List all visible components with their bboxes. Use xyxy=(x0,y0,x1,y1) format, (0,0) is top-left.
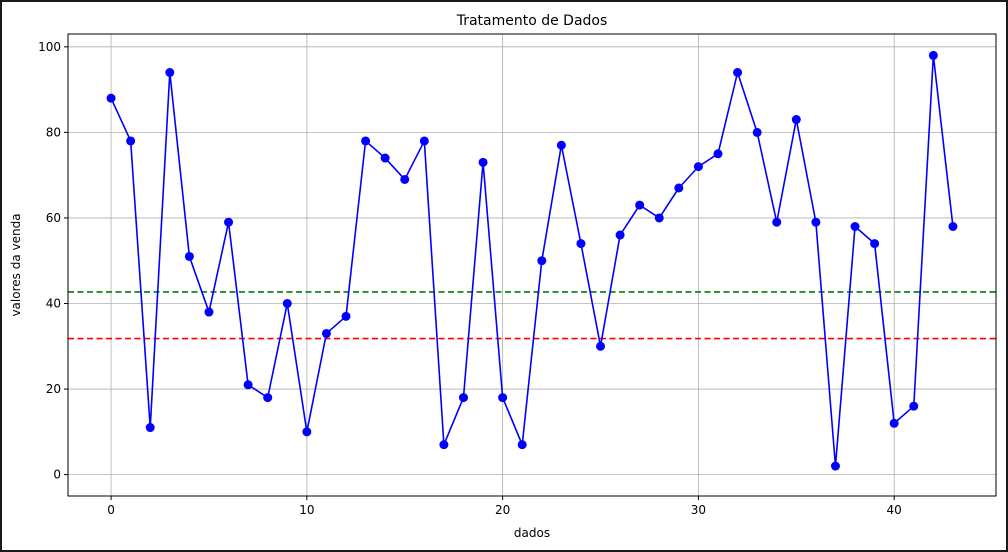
data-point xyxy=(184,251,194,261)
x-tick-label: 30 xyxy=(691,503,706,517)
y-axis-label: valores da venda xyxy=(9,213,23,316)
data-point xyxy=(478,157,488,167)
x-tick-label: 0 xyxy=(107,503,115,517)
y-tick-label: 0 xyxy=(53,468,61,482)
data-point xyxy=(772,217,782,227)
data-point xyxy=(165,68,175,77)
data-point xyxy=(341,311,351,321)
data-point xyxy=(752,127,762,137)
data-point xyxy=(224,217,234,227)
data-point xyxy=(321,328,331,338)
data-point xyxy=(850,222,860,231)
plot-border xyxy=(67,33,997,497)
data-point xyxy=(576,239,586,249)
y-tick-label: 100 xyxy=(38,40,61,54)
data-point xyxy=(733,68,743,77)
data-point xyxy=(498,393,508,403)
data-point xyxy=(830,461,840,471)
reference-lines xyxy=(68,291,996,340)
data-point xyxy=(811,217,821,227)
y-tick-label: 80 xyxy=(46,125,61,139)
x-axis-label: dados xyxy=(514,526,550,540)
data-point xyxy=(948,222,958,231)
y-tick-label: 60 xyxy=(46,211,61,225)
series-group xyxy=(106,50,958,471)
data-point xyxy=(145,423,155,433)
data-point xyxy=(419,136,429,146)
y-tick-label: 20 xyxy=(46,382,61,396)
data-point xyxy=(596,341,606,351)
x-axis-ticks: 0 10 20 30 40 xyxy=(107,496,902,517)
data-point xyxy=(400,174,410,184)
x-tick-label: 10 xyxy=(299,503,314,517)
data-point xyxy=(302,427,312,437)
data-point xyxy=(537,256,547,266)
data-point xyxy=(870,239,880,249)
data-point xyxy=(361,136,371,146)
data-point xyxy=(380,153,390,163)
data-point xyxy=(204,307,214,317)
data-point xyxy=(106,93,116,103)
data-point xyxy=(674,183,684,193)
data-point xyxy=(517,440,527,450)
data-point xyxy=(791,115,801,125)
data-point xyxy=(439,440,449,450)
data-point xyxy=(263,393,273,403)
data-point xyxy=(654,213,664,223)
chart-title: Tratamento de Dados xyxy=(456,13,608,29)
data-point xyxy=(556,140,566,150)
data-point xyxy=(243,380,253,390)
y-axis-ticks: 0 20 40 60 80 100 xyxy=(38,40,68,482)
data-point xyxy=(458,393,468,403)
data-point xyxy=(693,162,703,172)
x-tick-label: 20 xyxy=(495,503,510,517)
data-point xyxy=(635,200,645,210)
x-tick-label: 40 xyxy=(887,503,902,517)
data-point xyxy=(928,50,938,60)
y-tick-label: 40 xyxy=(46,297,61,311)
data-point xyxy=(713,149,723,159)
data-point xyxy=(889,418,899,428)
data-point xyxy=(909,401,919,411)
data-point xyxy=(282,299,292,308)
data-point xyxy=(126,136,136,146)
plot-area xyxy=(67,33,997,497)
data-point xyxy=(615,230,625,240)
